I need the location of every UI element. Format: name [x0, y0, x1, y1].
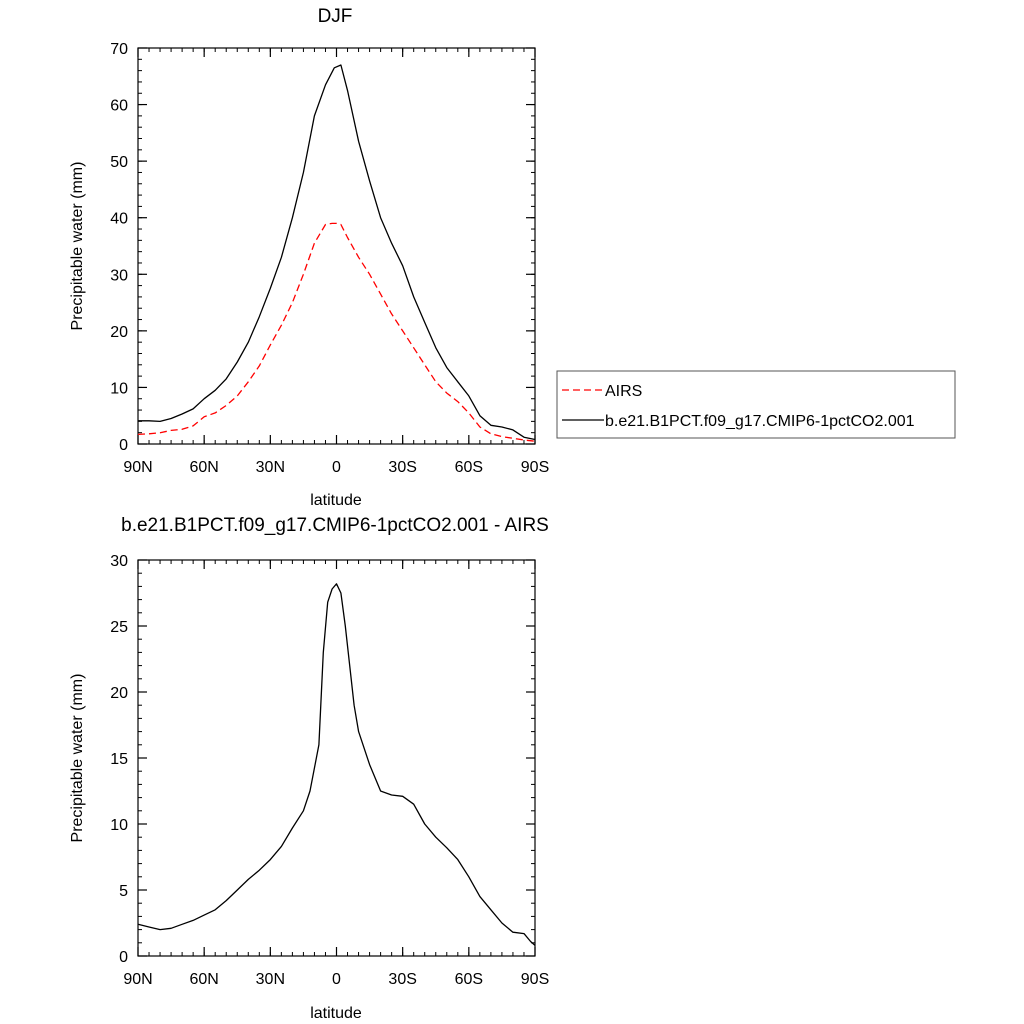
plot-lines — [137, 583, 536, 946]
panel-difference: b.e21.B1PCT.f09_g17.CMIP6-1pctCO2.001 - … — [69, 515, 549, 1022]
chart-title: DJF — [318, 6, 353, 27]
y-tick-label: 10 — [110, 817, 128, 834]
y-tick-label: 40 — [110, 211, 128, 228]
legend-label-model: b.e21.B1PCT.f09_g17.CMIP6-1pctCO2.001 — [605, 413, 915, 430]
x-tick-label: 0 — [332, 459, 341, 476]
x-tick-label: 90S — [521, 971, 549, 988]
y-axis-ticks: 0 5 10 15 20 25 30 — [110, 553, 535, 966]
y-tick-label: 30 — [110, 553, 128, 570]
y-tick-label: 0 — [119, 949, 128, 966]
y-tick-label: 30 — [110, 267, 128, 284]
y-tick-label: 10 — [110, 380, 128, 397]
x-tick-label: 30N — [256, 971, 285, 988]
x-tick-label: 60N — [189, 971, 218, 988]
x-tick-label: 90N — [123, 459, 152, 476]
legend-box — [556, 370, 956, 439]
x-tick-label: 60S — [455, 971, 483, 988]
legend: AIRS b.e21.B1PCT.f09_g17.CMIP6-1pctCO2.0… — [556, 370, 956, 439]
x-tick-label: 90N — [123, 971, 152, 988]
chart-title: b.e21.B1PCT.f09_g17.CMIP6-1pctCO2.001 - … — [121, 515, 549, 536]
y-tick-label: 5 — [119, 883, 128, 900]
x-tick-label: 30S — [388, 971, 416, 988]
y-tick-label: 50 — [110, 154, 128, 171]
x-axis-ticks: 90N 60N 30N 0 30S 60S 90S — [123, 48, 549, 476]
x-tick-label: 30N — [256, 459, 285, 476]
y-axis-label: Precipitable water (mm) — [69, 162, 86, 331]
x-tick-label: 90S — [521, 459, 549, 476]
y-tick-label: 20 — [110, 685, 128, 702]
series-line-b-e21-b1pct-f09-g17-cmip6-1pctco2-001 — [138, 64, 536, 441]
x-axis-label: latitude — [310, 492, 362, 509]
series-line-difference — [137, 583, 536, 946]
x-axis-ticks: 90N 60N 30N 0 30S 60S 90S — [123, 560, 549, 988]
legend-label-airs: AIRS — [605, 383, 642, 400]
x-tick-label: 60N — [189, 459, 218, 476]
x-tick-label: 0 — [332, 971, 341, 988]
y-axis-ticks: 0 10 20 30 40 50 60 70 — [110, 41, 535, 454]
x-tick-label: 30S — [388, 459, 416, 476]
y-tick-label: 0 — [119, 437, 128, 454]
y-tick-label: 20 — [110, 324, 128, 341]
plot-lines — [137, 64, 536, 442]
plot-frame — [137, 559, 536, 957]
x-axis-label: latitude — [310, 1005, 362, 1022]
plot-frame — [137, 47, 536, 445]
y-tick-label: 60 — [110, 98, 128, 115]
series-line-airs — [137, 222, 536, 442]
y-tick-label: 25 — [110, 619, 128, 636]
y-axis-label: Precipitable water (mm) — [69, 674, 86, 843]
y-tick-label: 15 — [110, 751, 128, 768]
y-tick-label: 70 — [110, 41, 128, 58]
x-tick-label: 60S — [455, 459, 483, 476]
